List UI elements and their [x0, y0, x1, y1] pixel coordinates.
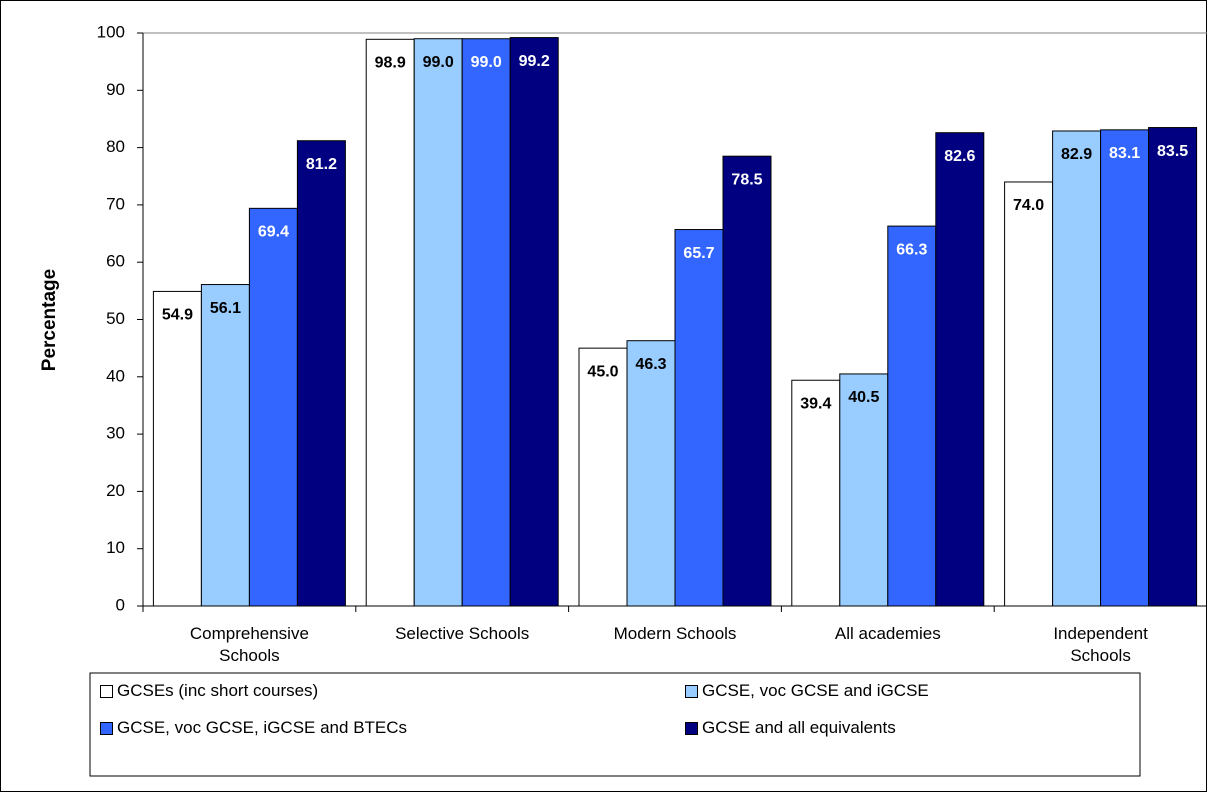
legend-box — [89, 672, 1141, 777]
bar — [413, 38, 463, 607]
bar — [1004, 181, 1054, 607]
bar — [722, 155, 772, 607]
x-tick-label: All academies — [834, 624, 941, 643]
data-label: 54.9 — [162, 307, 193, 324]
y-tick-label: 30 — [106, 424, 125, 443]
data-label: 78.5 — [731, 171, 762, 188]
legend-label: GCSE, voc GCSE, iGCSE and BTECs — [117, 718, 408, 737]
bar — [578, 347, 628, 607]
bar — [365, 38, 415, 607]
y-tick-label: 70 — [106, 194, 125, 213]
data-label: 83.1 — [1109, 145, 1140, 162]
bar — [935, 132, 985, 607]
data-label: 98.9 — [375, 55, 406, 72]
legend-entry: GCSE and all equivalents — [685, 716, 896, 740]
bar — [1148, 127, 1198, 607]
data-label: 66.3 — [896, 241, 927, 258]
bar — [791, 379, 841, 607]
bar — [296, 140, 346, 607]
y-tick-label: 90 — [106, 80, 125, 99]
data-label: 45.0 — [587, 363, 618, 380]
legend-swatch — [685, 684, 698, 698]
data-label: 83.5 — [1157, 143, 1188, 160]
y-tick-label: 100 — [97, 22, 125, 41]
bar — [248, 207, 298, 607]
data-label: 99.2 — [519, 53, 550, 70]
bar — [1052, 130, 1102, 607]
legend-swatch — [685, 721, 698, 735]
x-tick-label: Independent Schools — [1053, 624, 1148, 665]
bar — [674, 229, 724, 607]
legend-label: GCSE and all equivalents — [702, 718, 896, 737]
data-label: 69.4 — [258, 224, 289, 241]
x-tick-label: Selective Schools — [395, 624, 530, 643]
x-tick-label: Modern Schools — [613, 624, 737, 643]
legend-swatch — [100, 721, 113, 735]
data-label: 39.4 — [800, 395, 831, 412]
y-tick-label: 80 — [106, 137, 125, 156]
bar — [152, 290, 202, 607]
bar — [1100, 129, 1150, 607]
y-tick-label: 10 — [106, 538, 125, 557]
bar — [626, 340, 676, 607]
data-label: 46.3 — [635, 356, 666, 373]
bar — [461, 38, 511, 607]
y-tick-label: 40 — [106, 366, 125, 385]
data-label: 56.1 — [210, 300, 241, 317]
legend-label: GCSE, voc GCSE and iGCSE — [702, 681, 929, 700]
data-label: 99.0 — [471, 54, 502, 71]
legend-entry: GCSEs (inc short courses) — [100, 679, 318, 703]
data-label: 82.9 — [1061, 146, 1092, 163]
legend-entry: GCSE, voc GCSE and iGCSE — [685, 679, 929, 703]
legend-swatch — [100, 684, 113, 698]
y-tick-label: 20 — [106, 481, 125, 500]
data-label: 74.0 — [1013, 197, 1044, 214]
data-label: 81.2 — [306, 156, 337, 173]
data-label: 40.5 — [848, 389, 879, 406]
legend-entry: GCSE, voc GCSE, iGCSE and BTECs — [100, 716, 407, 740]
data-label: 82.6 — [944, 148, 975, 165]
bar — [200, 284, 250, 607]
y-tick-label: 0 — [116, 595, 125, 614]
bar — [839, 373, 889, 607]
y-tick-label: 50 — [106, 309, 125, 328]
y-axis-title: Percentage — [39, 269, 60, 371]
data-label: 65.7 — [683, 245, 714, 262]
data-label: 99.0 — [423, 54, 454, 71]
x-tick-label: Comprehensive Schools — [189, 624, 309, 665]
bar — [509, 37, 559, 607]
y-tick-label: 60 — [106, 252, 125, 271]
legend-label: GCSEs (inc short courses) — [117, 681, 319, 700]
bar — [887, 225, 937, 607]
